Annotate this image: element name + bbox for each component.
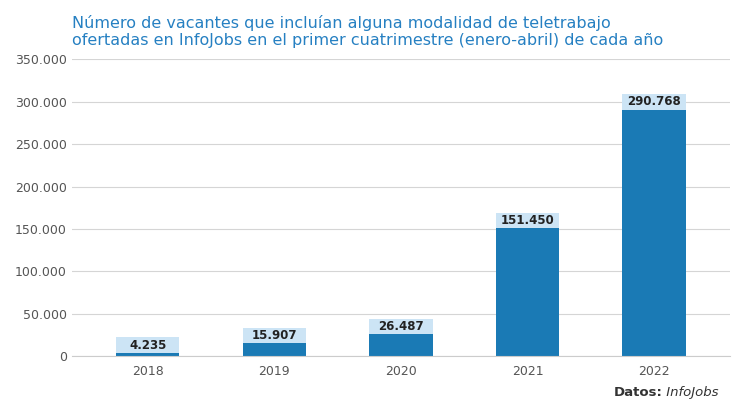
Bar [370,334,433,356]
Bar [243,343,306,356]
FancyBboxPatch shape [116,337,180,353]
Bar [622,110,685,356]
Text: 290.768: 290.768 [627,95,681,108]
Text: 26.487: 26.487 [378,320,424,333]
Text: 15.907: 15.907 [252,329,297,342]
Text: InfoJobs: InfoJobs [662,386,719,399]
FancyBboxPatch shape [622,94,685,110]
Text: 4.235: 4.235 [129,339,166,352]
FancyBboxPatch shape [496,213,559,228]
FancyBboxPatch shape [243,328,306,343]
FancyBboxPatch shape [370,319,433,334]
Text: Datos:: Datos: [614,386,662,399]
Text: 151.450: 151.450 [501,213,554,227]
Bar [116,353,180,356]
Bar [496,228,559,356]
Text: Número de vacantes que incluían alguna modalidad de teletrabajo
ofertadas en Inf: Número de vacantes que incluían alguna m… [72,15,663,48]
